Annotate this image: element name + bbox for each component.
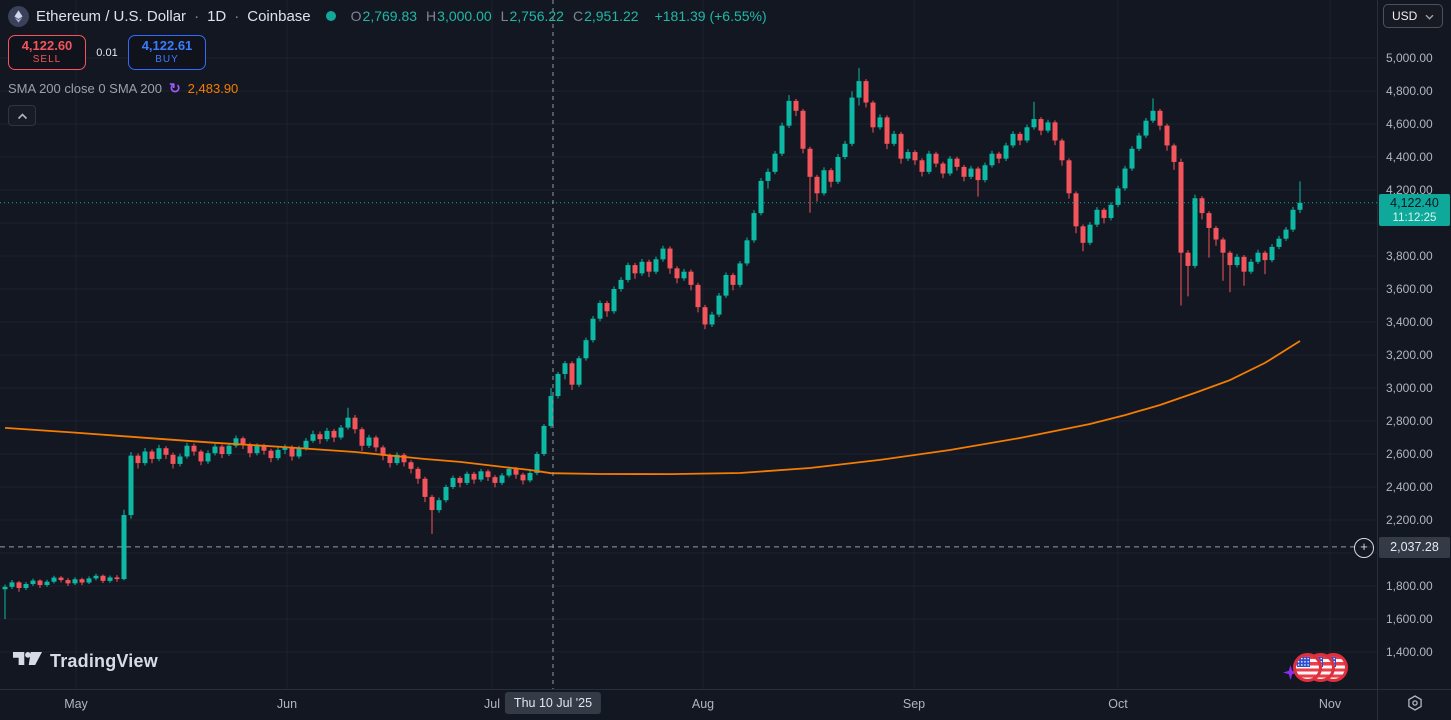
price-tick-label: 2,200.00 — [1386, 513, 1433, 527]
ethereum-logo-icon — [8, 5, 29, 27]
indicator-update-icon[interactable]: ↻ — [168, 80, 181, 96]
exchange-label[interactable]: Coinbase — [247, 7, 311, 25]
chevron-up-icon — [17, 107, 28, 125]
ohlc-item: C2,951.22 — [572, 8, 639, 24]
us-flag-icon — [1293, 653, 1322, 682]
price-tick-label: 4,200.00 — [1386, 183, 1433, 197]
sma-200-line[interactable] — [4, 340, 1301, 476]
time-axis-label: Nov — [1318, 697, 1342, 711]
grid-lines — [0, 0, 1377, 689]
change-value: +181.39 (+6.55%) — [654, 8, 767, 24]
crosshair-price-label: 2,037.28 — [1379, 536, 1450, 558]
bar-countdown: 11:12:25 — [1392, 211, 1437, 224]
flag-sticker — [1283, 651, 1363, 691]
symbol-legend-row: Ethereum / U.S. Dollar · 1D · Coinbase O… — [8, 5, 767, 27]
currency-label: USD — [1392, 9, 1418, 23]
sell-label: SELL — [32, 54, 62, 66]
buy-price: 4,122.61 — [141, 38, 193, 54]
buy-button[interactable]: 4,122.61 BUY — [128, 35, 206, 70]
market-status-icon[interactable] — [325, 11, 336, 21]
time-axis-label: Sep — [902, 697, 926, 711]
time-axis-label: Oct — [1108, 697, 1128, 711]
candlestick-series — [2, 67, 1303, 619]
separator-dot: · — [234, 7, 240, 25]
price-tick-label: 2,400.00 — [1386, 480, 1433, 494]
price-chart[interactable] — [0, 0, 1377, 689]
time-axis[interactable]: May Jun Jul Aug Sep Oct Nov Thu 10 Jul '25 — [0, 689, 1377, 720]
tradingview-glyph-icon — [13, 650, 42, 672]
add-alert-plus-icon[interactable]: + — [1354, 537, 1374, 558]
trade-panel: 4,122.60 SELL 0.01 4,122.61 BUY — [8, 35, 767, 70]
price-tick-label: 1,600.00 — [1386, 612, 1433, 626]
buy-label: BUY — [155, 54, 179, 66]
sparkle-icon — [1283, 665, 1298, 685]
currency-selector[interactable]: USD — [1383, 4, 1443, 28]
ohlc-item: H3,000.00 — [426, 8, 492, 24]
sell-price: 4,122.60 — [21, 38, 73, 54]
legend-collapse-button[interactable] — [8, 105, 36, 126]
price-tick-label: 2,600.00 — [1386, 447, 1433, 461]
price-tick-label: 4,400.00 — [1386, 150, 1433, 164]
sma-indicator-title[interactable]: SMA 200 close 0 SMA 200 — [8, 80, 162, 96]
time-axis-label: Jul — [484, 697, 500, 711]
price-tick-label: 5,000.00 — [1386, 51, 1433, 65]
last-price-value: 4,122.40 — [1390, 195, 1439, 210]
tradingview-wordmark: TradingView — [50, 650, 158, 671]
separator-dot: · — [194, 7, 200, 25]
chart-legend: Ethereum / U.S. Dollar · 1D · Coinbase O… — [8, 5, 767, 126]
time-axis-label: May — [64, 697, 88, 711]
spread-value: 0.01 — [96, 46, 118, 59]
price-tick-label: 3,200.00 — [1386, 348, 1433, 362]
crosshair-date-label: Thu 10 Jul '25 — [504, 692, 602, 714]
sell-button[interactable]: 4,122.60 SELL — [8, 35, 86, 70]
price-tick-label: 4,800.00 — [1386, 84, 1433, 98]
chart-settings-icon — [1406, 694, 1424, 717]
price-tick-label: 3,400.00 — [1386, 315, 1433, 329]
price-tick-label: 3,600.00 — [1386, 282, 1433, 296]
symbol-title[interactable]: Ethereum / U.S. Dollar — [36, 7, 187, 25]
time-axis-label: Jun — [276, 697, 298, 711]
last-price-label: 4,122.40 11:12:25 — [1379, 193, 1450, 226]
ohlc-values: O2,769.83 H3,000.00 L2,756.22 C2,951.22 — [351, 8, 639, 24]
price-tick-label: 2,800.00 — [1386, 414, 1433, 428]
price-tick-label: 1,400.00 — [1386, 645, 1433, 659]
chart-pane[interactable]: Ethereum / U.S. Dollar · 1D · Coinbase O… — [0, 0, 1377, 689]
indicator-legend-row: SMA 200 close 0 SMA 200 ↻ 2,483.90 — [8, 79, 767, 97]
chevron-down-icon — [1425, 7, 1434, 25]
price-tick-label: 3,000.00 — [1386, 381, 1433, 395]
ohlc-item: O2,769.83 — [350, 8, 418, 24]
time-axis-label: Aug — [691, 697, 715, 711]
axis-settings-corner[interactable] — [1377, 689, 1451, 720]
price-tick-label: 3,800.00 — [1386, 249, 1433, 263]
sma-indicator-value: 2,483.90 — [187, 80, 239, 96]
price-tick-label: 1,800.00 — [1386, 579, 1433, 593]
ohlc-item: L2,756.22 — [500, 8, 564, 24]
interval-label[interactable]: 1D — [207, 7, 227, 25]
price-tick-label: 4,600.00 — [1386, 117, 1433, 131]
price-axis[interactable]: USD 5,000.00 4,800.00 4,600.00 4,400.00 4,20… — [1377, 0, 1451, 689]
tradingview-logo[interactable]: TradingView — [13, 650, 158, 672]
